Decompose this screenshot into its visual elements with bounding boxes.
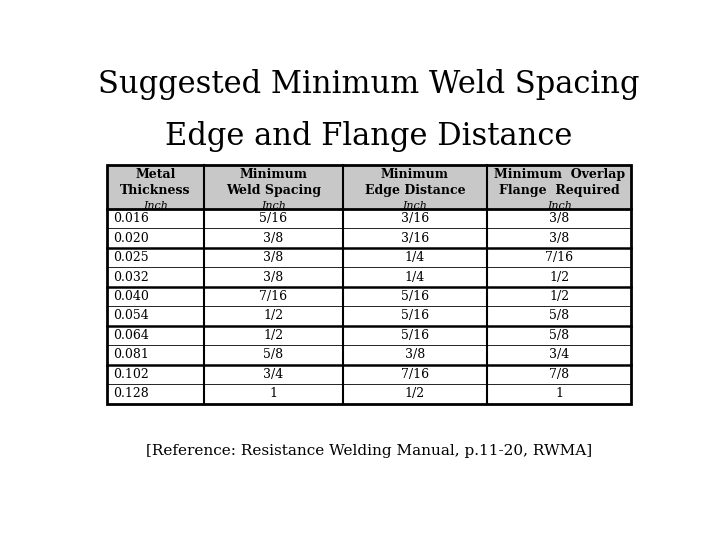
Text: Minimum: Minimum — [381, 168, 449, 181]
Text: 5/16: 5/16 — [259, 212, 287, 225]
Text: 1/4: 1/4 — [405, 251, 425, 264]
Text: 0.102: 0.102 — [113, 368, 149, 381]
Text: Inch: Inch — [402, 201, 428, 211]
Text: Thickness: Thickness — [120, 184, 191, 197]
Text: Minimum: Minimum — [239, 168, 307, 181]
Text: Minimum  Overlap: Minimum Overlap — [494, 168, 625, 181]
Text: 0.128: 0.128 — [113, 387, 149, 401]
Text: 3/16: 3/16 — [401, 212, 429, 225]
Text: 0.040: 0.040 — [113, 290, 149, 303]
Text: 5/8: 5/8 — [264, 348, 284, 361]
Text: 5/8: 5/8 — [549, 329, 570, 342]
Text: 3/4: 3/4 — [263, 368, 284, 381]
Text: [Reference: Resistance Welding Manual, p.11-20, RWMA]: [Reference: Resistance Welding Manual, p… — [146, 444, 592, 458]
Text: 3/8: 3/8 — [549, 212, 570, 225]
Text: 3/8: 3/8 — [263, 251, 284, 264]
Text: 1: 1 — [555, 387, 563, 401]
Text: 5/16: 5/16 — [401, 290, 429, 303]
Text: Inch: Inch — [546, 201, 572, 211]
Text: Edge Distance: Edge Distance — [364, 184, 465, 197]
Text: 1/2: 1/2 — [405, 387, 425, 401]
Text: 3/4: 3/4 — [549, 348, 570, 361]
Text: 1/2: 1/2 — [264, 309, 284, 322]
Text: 7/16: 7/16 — [259, 290, 287, 303]
Text: 3/8: 3/8 — [405, 348, 425, 361]
Text: 5/16: 5/16 — [401, 309, 429, 322]
Text: 0.054: 0.054 — [113, 309, 149, 322]
Text: Weld Spacing: Weld Spacing — [225, 184, 321, 197]
Text: Edge and Flange Distance: Edge and Flange Distance — [166, 121, 572, 152]
Text: 1/2: 1/2 — [549, 271, 570, 284]
Text: Suggested Minimum Weld Spacing: Suggested Minimum Weld Spacing — [98, 69, 640, 100]
Text: 7/16: 7/16 — [401, 368, 429, 381]
Text: Metal: Metal — [135, 168, 176, 181]
Text: 0.081: 0.081 — [113, 348, 149, 361]
Text: 0.020: 0.020 — [113, 232, 149, 245]
Text: Inch: Inch — [261, 201, 286, 211]
Text: Flange  Required: Flange Required — [499, 184, 619, 197]
Text: 1/2: 1/2 — [549, 290, 570, 303]
Text: 7/16: 7/16 — [545, 251, 573, 264]
Text: 3/16: 3/16 — [401, 232, 429, 245]
Text: 0.032: 0.032 — [113, 271, 149, 284]
Text: 5/16: 5/16 — [401, 329, 429, 342]
Text: 3/8: 3/8 — [263, 271, 284, 284]
Text: 1: 1 — [269, 387, 277, 401]
Text: 5/8: 5/8 — [549, 309, 570, 322]
Text: 3/8: 3/8 — [549, 232, 570, 245]
Text: 1/2: 1/2 — [264, 329, 284, 342]
Text: 7/8: 7/8 — [549, 368, 570, 381]
Text: 3/8: 3/8 — [263, 232, 284, 245]
Text: 1/4: 1/4 — [405, 271, 425, 284]
Text: 0.064: 0.064 — [113, 329, 149, 342]
Text: Inch: Inch — [143, 201, 168, 211]
Text: 0.016: 0.016 — [113, 212, 149, 225]
Text: 0.025: 0.025 — [113, 251, 148, 264]
